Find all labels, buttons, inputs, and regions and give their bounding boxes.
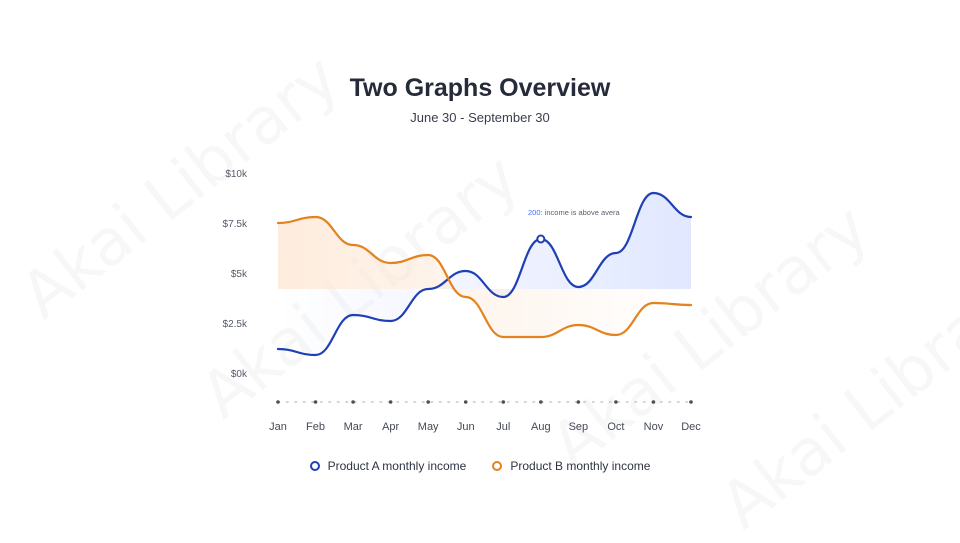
- series-line: [276, 191, 693, 357]
- legend-marker-icon: [492, 461, 503, 471]
- chart-subtitle: June 30 - September 30: [410, 110, 550, 125]
- x-tick-label: Jan: [269, 421, 287, 433]
- y-tick-label: $10k: [225, 169, 248, 180]
- x-tick-mark: [426, 400, 430, 404]
- y-tick-label: $2.5k: [223, 319, 248, 330]
- x-tick-label: Sep: [569, 421, 589, 433]
- legend-marker-icon: [309, 461, 320, 471]
- tooltip-text: 200: income is above avera: [528, 208, 621, 217]
- tooltip-box: [524, 200, 628, 224]
- x-tick-mark: [351, 400, 355, 404]
- x-tick-label: Jun: [457, 421, 475, 433]
- y-tick-label: $7.5k: [223, 219, 248, 230]
- x-tick-label: Dec: [681, 421, 701, 433]
- x-tick-label: Mar: [344, 421, 363, 433]
- series-line: [276, 215, 693, 339]
- x-tick-mark: [388, 400, 393, 404]
- chart-legend: Product A monthly income Product B month…: [0, 459, 960, 473]
- x-tick-mark: [463, 400, 468, 404]
- series-area: [278, 217, 691, 337]
- legend-item-product-b[interactable]: Product B monthly income: [492, 459, 650, 473]
- x-tick-mark: [689, 400, 693, 404]
- x-tick-mark: [313, 400, 318, 404]
- x-tick-label: May: [418, 421, 439, 433]
- legend-label: Product B monthly income: [510, 459, 651, 473]
- x-tick-label: Nov: [644, 421, 664, 433]
- x-tick-label: Aug: [531, 421, 551, 433]
- x-tick-label: Oct: [607, 421, 624, 433]
- x-tick-label: Jul: [496, 421, 510, 433]
- x-tick-mark: [614, 400, 618, 404]
- y-tick-label: $0k: [231, 369, 248, 380]
- legend-label: Product A monthly income: [327, 459, 467, 473]
- x-tick-label: Feb: [306, 421, 325, 433]
- highlight-point: [536, 234, 546, 244]
- legend-item-product-a[interactable]: Product A monthly income: [309, 459, 467, 473]
- x-tick-mark: [539, 400, 543, 404]
- series-area: [278, 193, 691, 355]
- x-tick-mark: [576, 400, 581, 404]
- chart-title: Two Graphs Overview: [349, 74, 611, 102]
- x-tick-mark: [276, 400, 280, 404]
- x-tick-label: Apr: [382, 421, 399, 433]
- x-tick-mark: [501, 400, 506, 404]
- x-tick-mark: [651, 400, 656, 404]
- y-tick-label: $5k: [231, 269, 248, 280]
